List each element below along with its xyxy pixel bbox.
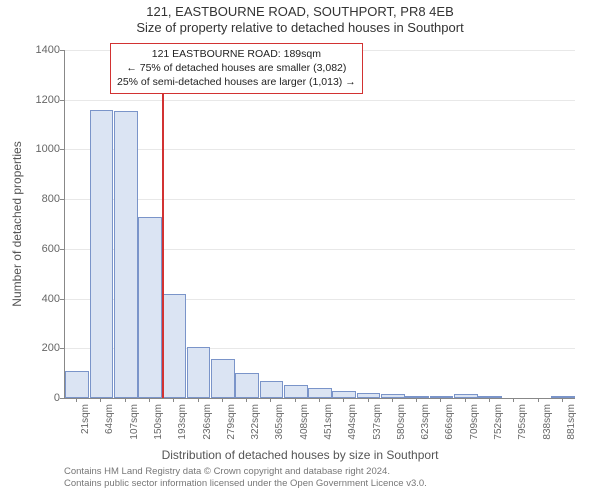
x-tick-label: 21sqm <box>80 404 91 434</box>
y-tick-label: 600 <box>20 243 60 255</box>
x-tick-label: 64sqm <box>104 404 115 434</box>
y-tick-mark <box>60 299 64 300</box>
histogram-bar <box>260 381 284 398</box>
histogram-bar <box>90 110 114 398</box>
y-tick-label: 0 <box>20 392 60 404</box>
x-tick-label: 537sqm <box>372 404 383 440</box>
histogram-bar <box>551 396 575 398</box>
x-tick-mark <box>416 398 417 402</box>
callout-line-1: 121 EASTBOURNE ROAD: 189sqm <box>117 47 356 61</box>
footer-line-1: Contains HM Land Registry data © Crown c… <box>64 466 574 478</box>
y-tick-label: 800 <box>20 193 60 205</box>
chart-container: 121, EASTBOURNE ROAD, SOUTHPORT, PR8 4EB… <box>0 0 600 500</box>
reference-line <box>162 50 164 398</box>
y-tick-mark <box>60 348 64 349</box>
x-tick-mark <box>440 398 441 402</box>
histogram-bar <box>65 371 89 398</box>
x-tick-label: 279sqm <box>226 404 237 440</box>
chart-title: 121, EASTBOURNE ROAD, SOUTHPORT, PR8 4EB <box>0 4 600 19</box>
histogram-bar <box>454 394 478 398</box>
callout-box: 121 EASTBOURNE ROAD: 189sqm← 75% of deta… <box>110 43 363 94</box>
x-tick-mark <box>538 398 539 402</box>
y-tick-mark <box>60 50 64 51</box>
x-tick-label: 838sqm <box>542 404 553 440</box>
x-tick-mark <box>562 398 563 402</box>
x-tick-mark <box>368 398 369 402</box>
plot-area <box>64 50 575 399</box>
y-tick-mark <box>60 100 64 101</box>
y-tick-label: 1200 <box>20 94 60 106</box>
x-tick-label: 451sqm <box>323 404 334 440</box>
y-tick-mark <box>60 149 64 150</box>
x-tick-mark <box>100 398 101 402</box>
x-tick-mark <box>319 398 320 402</box>
y-tick-mark <box>60 398 64 399</box>
x-tick-mark <box>125 398 126 402</box>
grid-line <box>65 149 575 150</box>
y-tick-label: 1400 <box>20 44 60 56</box>
x-tick-label: 795sqm <box>517 404 528 440</box>
x-tick-mark <box>489 398 490 402</box>
x-tick-label: 107sqm <box>129 404 140 440</box>
footer-text: Contains HM Land Registry data © Crown c… <box>64 466 574 490</box>
x-tick-mark <box>270 398 271 402</box>
x-tick-label: 709sqm <box>469 404 480 440</box>
histogram-bar <box>332 391 356 398</box>
x-tick-label: 623sqm <box>420 404 431 440</box>
x-tick-mark <box>149 398 150 402</box>
histogram-bar <box>308 388 332 398</box>
y-tick-mark <box>60 199 64 200</box>
x-tick-label: 752sqm <box>493 404 504 440</box>
histogram-bar <box>187 347 211 398</box>
x-tick-label: 150sqm <box>153 404 164 440</box>
x-tick-label: 666sqm <box>444 404 455 440</box>
histogram-bar <box>138 217 162 398</box>
histogram-bar <box>114 111 138 398</box>
x-tick-mark <box>513 398 514 402</box>
x-tick-mark <box>295 398 296 402</box>
x-tick-label: 494sqm <box>347 404 358 440</box>
callout-line-2: ← 75% of detached houses are smaller (3,… <box>117 61 356 75</box>
histogram-bar <box>381 394 405 398</box>
histogram-bar <box>284 385 308 398</box>
y-tick-label: 1000 <box>20 143 60 155</box>
x-tick-label: 236sqm <box>202 404 213 440</box>
y-tick-label: 400 <box>20 293 60 305</box>
x-tick-label: 881sqm <box>566 404 577 440</box>
x-tick-label: 193sqm <box>177 404 188 440</box>
x-tick-label: 322sqm <box>250 404 261 440</box>
histogram-bar <box>162 294 186 398</box>
x-tick-label: 408sqm <box>299 404 310 440</box>
footer-line-2: Contains public sector information licen… <box>64 478 574 490</box>
x-tick-mark <box>465 398 466 402</box>
x-tick-label: 365sqm <box>274 404 285 440</box>
x-axis-label: Distribution of detached houses by size … <box>0 448 600 462</box>
x-tick-mark <box>343 398 344 402</box>
callout-line-3: 25% of semi-detached houses are larger (… <box>117 75 356 89</box>
x-tick-mark <box>198 398 199 402</box>
histogram-bar <box>235 373 259 398</box>
chart-subtitle: Size of property relative to detached ho… <box>0 20 600 35</box>
grid-line <box>65 199 575 200</box>
x-tick-label: 580sqm <box>396 404 407 440</box>
x-tick-mark <box>76 398 77 402</box>
y-tick-label: 200 <box>20 342 60 354</box>
x-tick-mark <box>173 398 174 402</box>
x-tick-mark <box>222 398 223 402</box>
y-tick-mark <box>60 249 64 250</box>
grid-line <box>65 100 575 101</box>
x-tick-mark <box>392 398 393 402</box>
x-tick-mark <box>246 398 247 402</box>
histogram-bar <box>211 359 235 398</box>
